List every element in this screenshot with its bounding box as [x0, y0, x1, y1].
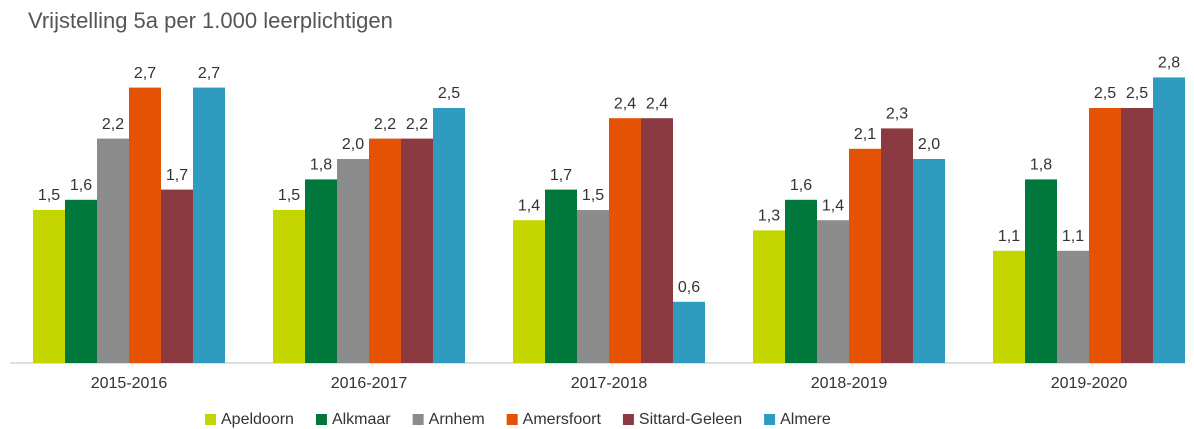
- bar: [33, 210, 65, 363]
- data-label: 1,8: [310, 157, 332, 174]
- bar: [401, 138, 433, 363]
- bar: [1153, 77, 1185, 364]
- bar: [545, 189, 577, 363]
- data-label: 1,6: [70, 177, 92, 194]
- data-label: 2,5: [1126, 85, 1148, 102]
- bar: [753, 230, 785, 363]
- data-label: 2,2: [102, 116, 124, 133]
- data-label: 2,4: [614, 95, 636, 112]
- legend-label: Sittard-Geleen: [639, 411, 742, 428]
- data-label: 2,3: [886, 106, 908, 123]
- bar: [785, 199, 817, 363]
- data-label: 2,1: [854, 126, 876, 143]
- bar: [305, 179, 337, 363]
- data-label: 2,5: [1094, 85, 1116, 102]
- data-label: 1,5: [582, 187, 604, 204]
- bar: [913, 159, 945, 363]
- bar: [65, 199, 97, 363]
- data-label: 1,3: [758, 208, 780, 225]
- data-label: 2,0: [342, 136, 364, 153]
- data-label: 1,5: [278, 187, 300, 204]
- x-tick-label: 2015-2016: [91, 375, 168, 392]
- bar: [609, 118, 641, 363]
- data-label: 1,4: [822, 197, 844, 214]
- data-label: 1,8: [1030, 157, 1052, 174]
- legend-swatch: [205, 414, 216, 425]
- legend-label: Apeldoorn: [221, 411, 294, 428]
- legend-swatch: [622, 414, 634, 425]
- data-label: 0,6: [678, 279, 700, 296]
- data-label: 2,2: [406, 116, 428, 133]
- x-tick-label: 2019-2020: [1051, 375, 1128, 392]
- legend-swatch: [764, 414, 776, 425]
- bar: [577, 210, 609, 363]
- bar: [369, 138, 401, 363]
- x-tick-label: 2017-2018: [571, 375, 648, 392]
- legend-label: Amersfoort: [523, 411, 602, 428]
- bar: [433, 108, 465, 363]
- data-label: 2,8: [1158, 55, 1180, 72]
- legend-label: Arnhem: [429, 411, 485, 428]
- legend-swatch: [412, 414, 424, 425]
- bar: [673, 301, 705, 363]
- bar: [161, 189, 193, 363]
- data-label: 1,4: [518, 197, 540, 214]
- data-label: 2,5: [438, 85, 460, 102]
- bar: [849, 148, 881, 363]
- chart-title: Vrijstelling 5a per 1.000 leerplichtigen: [28, 8, 393, 33]
- bar: [273, 210, 305, 363]
- data-label: 2,0: [918, 136, 940, 153]
- bar: [993, 250, 1025, 363]
- data-label: 2,7: [198, 65, 220, 82]
- legend-swatch: [506, 414, 518, 425]
- legend-swatch: [315, 414, 327, 425]
- bar: [97, 138, 129, 363]
- x-tick-label: 2018-2019: [811, 375, 888, 392]
- bar: [337, 159, 369, 363]
- data-label: 1,6: [790, 177, 812, 194]
- bar: [641, 118, 673, 363]
- data-label: 2,4: [646, 95, 668, 112]
- bar: [817, 220, 849, 363]
- bar: [1057, 250, 1089, 363]
- bar: [1089, 108, 1121, 363]
- data-label: 1,5: [38, 187, 60, 204]
- data-label: 1,1: [998, 228, 1020, 245]
- bar: [513, 220, 545, 363]
- bar: [1025, 179, 1057, 363]
- bar: [1121, 108, 1153, 363]
- bar: [129, 87, 161, 363]
- data-label: 2,7: [134, 65, 156, 82]
- data-label: 1,7: [550, 167, 572, 184]
- x-tick-label: 2016-2017: [331, 375, 408, 392]
- data-label: 2,2: [374, 116, 396, 133]
- legend-label: Alkmaar: [332, 411, 391, 428]
- bar: [193, 87, 225, 363]
- legend-label: Almere: [780, 411, 831, 428]
- data-label: 1,7: [166, 167, 188, 184]
- data-label: 1,1: [1062, 228, 1084, 245]
- bar: [881, 128, 913, 363]
